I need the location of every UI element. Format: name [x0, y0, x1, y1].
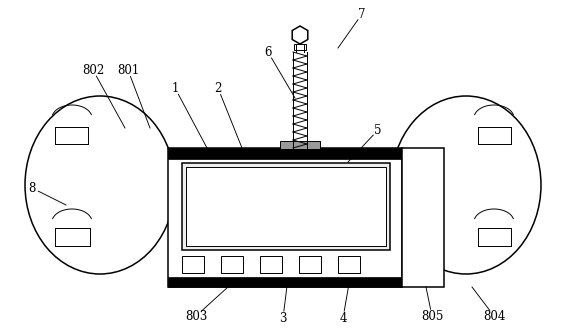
Bar — [168, 148, 402, 159]
Text: 804: 804 — [483, 309, 505, 322]
Bar — [221, 256, 243, 273]
Bar — [186, 167, 386, 246]
Bar — [299, 256, 321, 273]
Bar — [402, 148, 444, 287]
Text: 802: 802 — [82, 64, 104, 77]
Text: 7: 7 — [358, 8, 366, 21]
Text: 3: 3 — [279, 311, 287, 324]
Bar — [168, 148, 402, 287]
Bar — [294, 44, 306, 50]
Bar — [182, 163, 390, 250]
Text: 1: 1 — [171, 82, 179, 95]
Ellipse shape — [391, 96, 541, 274]
Bar — [280, 141, 320, 149]
Text: 5: 5 — [374, 124, 382, 137]
Text: 805: 805 — [421, 309, 443, 322]
Text: 2: 2 — [215, 82, 222, 95]
Bar — [260, 256, 282, 273]
Text: 4: 4 — [339, 311, 347, 324]
Bar — [182, 256, 204, 273]
Polygon shape — [292, 26, 308, 44]
Text: 6: 6 — [264, 46, 272, 59]
Text: 8: 8 — [28, 181, 36, 194]
Text: 803: 803 — [185, 309, 207, 322]
Text: 801: 801 — [117, 64, 139, 77]
Ellipse shape — [25, 96, 175, 274]
Bar — [168, 277, 402, 287]
Bar — [338, 256, 360, 273]
